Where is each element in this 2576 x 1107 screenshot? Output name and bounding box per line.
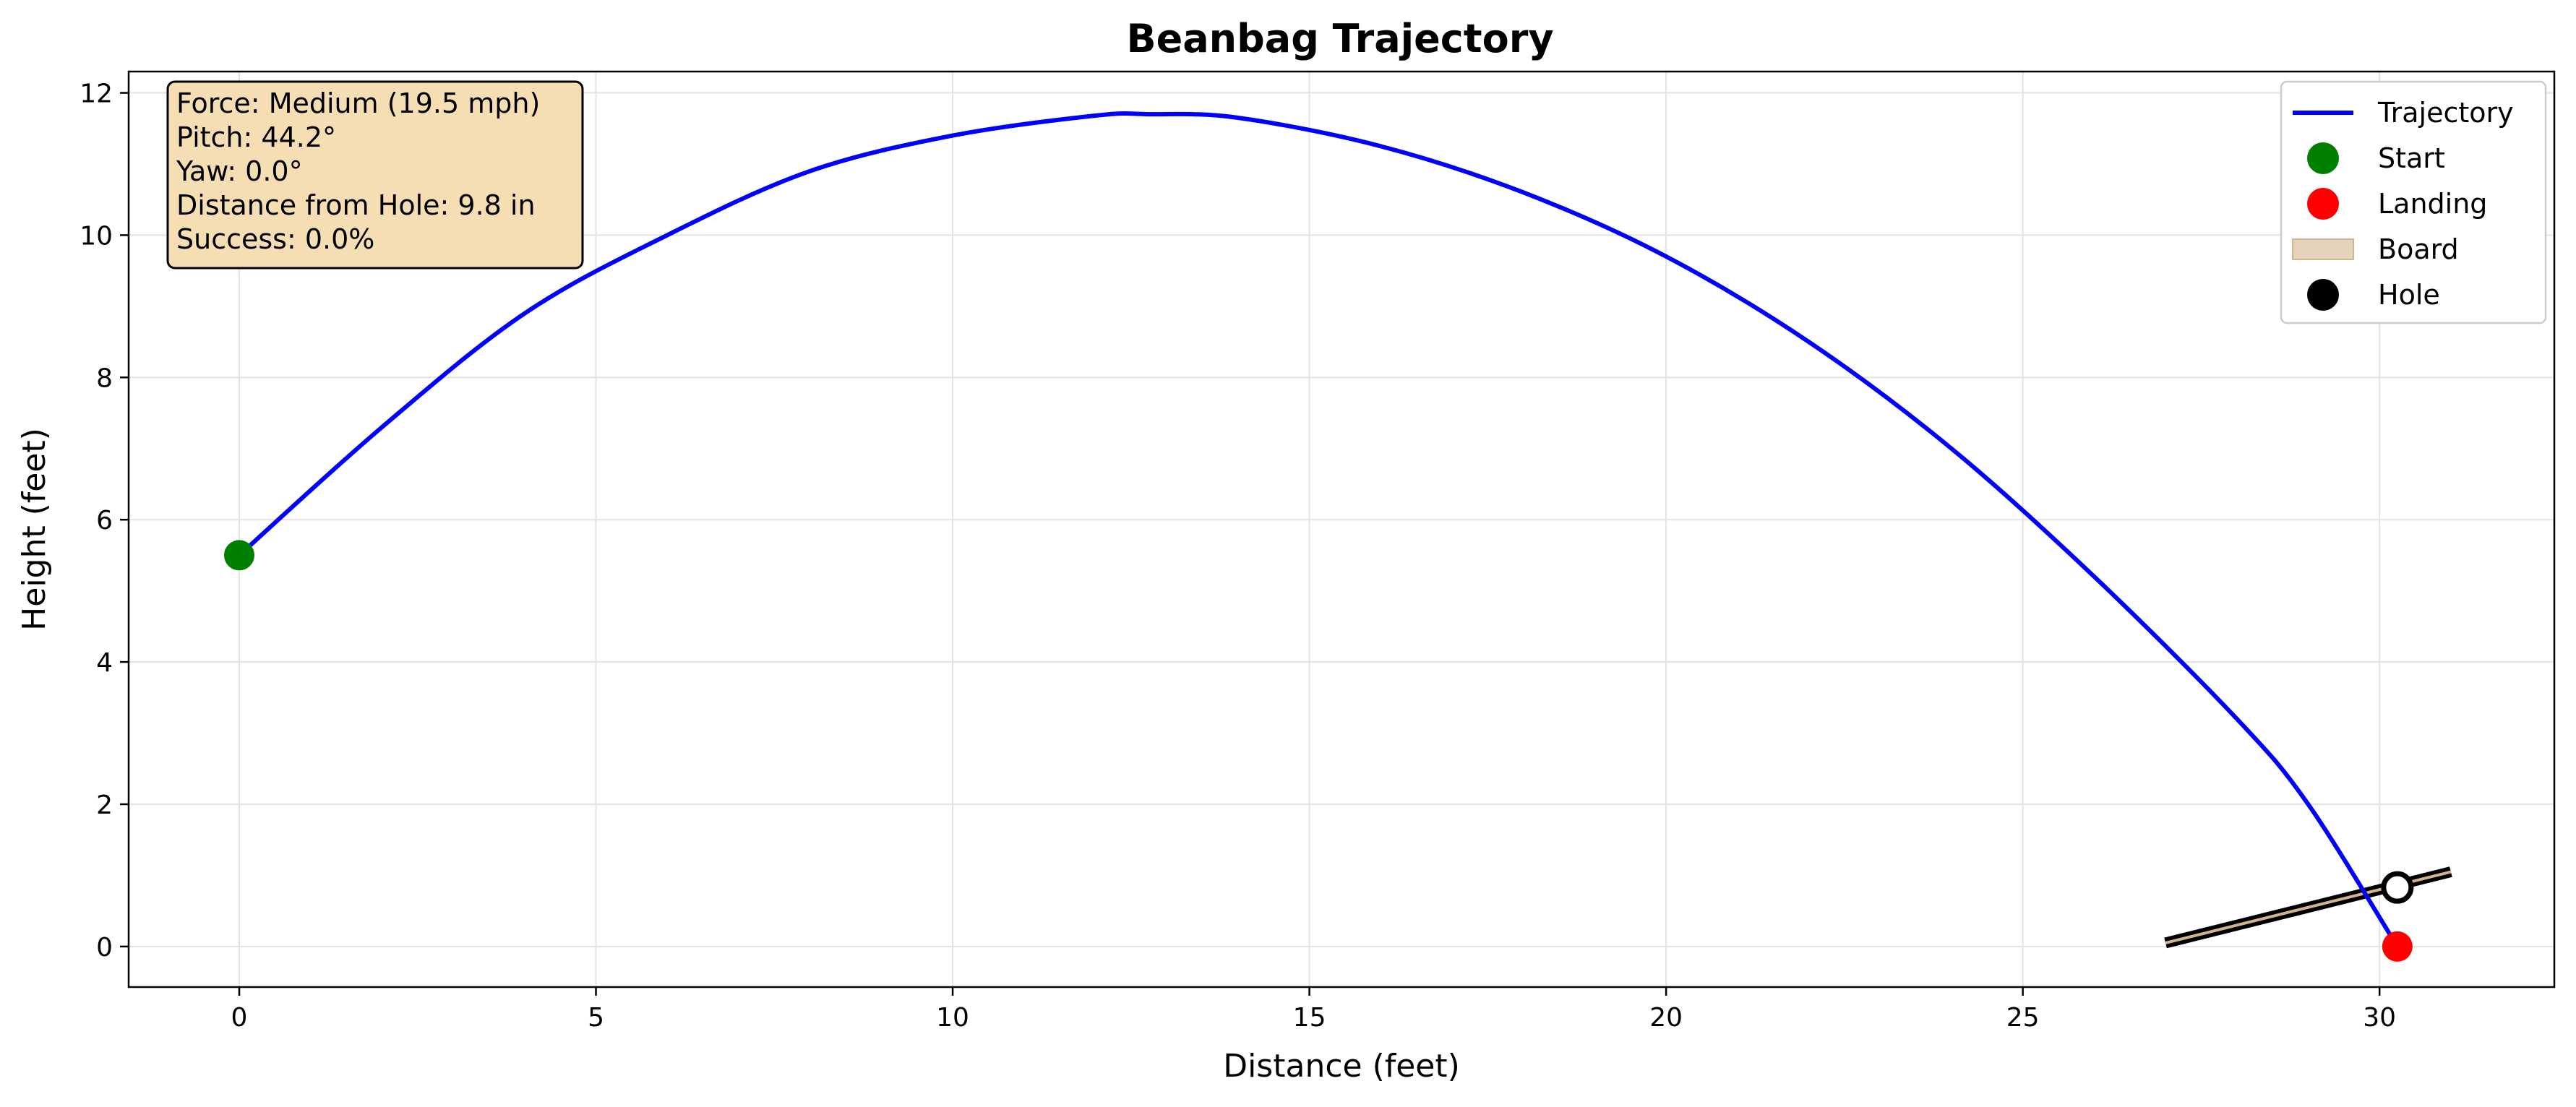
x-tick-label: 15 bbox=[1293, 1003, 1326, 1033]
trajectory-line bbox=[237, 111, 2400, 948]
plot-frame bbox=[127, 70, 2556, 988]
y-tick-label: 10 bbox=[80, 221, 113, 251]
legend-swatch-hole bbox=[2307, 279, 2339, 311]
info-line-yaw: Yaw: 0.0° bbox=[176, 155, 303, 187]
legend-swatch-start bbox=[2307, 142, 2339, 174]
y-tick-label: 12 bbox=[80, 79, 113, 109]
info-line-success: Success: 0.0% bbox=[176, 223, 374, 255]
info-box-background bbox=[166, 80, 584, 270]
series-layer bbox=[237, 111, 2400, 948]
y-tick-label: 4 bbox=[96, 648, 113, 678]
legend-box bbox=[2280, 80, 2547, 324]
x-tick-label: 30 bbox=[2363, 1003, 2396, 1033]
x-tick-label: 20 bbox=[1649, 1003, 1683, 1033]
legend-swatch-landing bbox=[2307, 188, 2339, 220]
x-axis-label: Distance (feet) bbox=[1223, 1048, 1460, 1085]
x-tick-label: 5 bbox=[588, 1003, 604, 1033]
y-tick-label: 2 bbox=[96, 791, 113, 820]
legend-label-landing: Landing bbox=[2378, 188, 2487, 220]
y-tick-label: 6 bbox=[96, 506, 113, 535]
marker-layer bbox=[223, 540, 2414, 962]
x-axis: 0 5 10 15 20 25 30 bbox=[231, 987, 2396, 1033]
x-tick-label: 0 bbox=[231, 1003, 248, 1033]
x-tick-label: 25 bbox=[2006, 1003, 2040, 1033]
legend-label-hole: Hole bbox=[2378, 279, 2440, 311]
info-line-distance: Distance from Hole: 9.8 in bbox=[176, 189, 536, 221]
start-marker bbox=[223, 540, 254, 571]
y-axis: 0 2 4 6 8 10 12 bbox=[80, 79, 129, 962]
y-tick-label: 8 bbox=[96, 363, 113, 393]
info-line-pitch: Pitch: 44.2° bbox=[176, 121, 336, 153]
y-axis-label: Height (feet) bbox=[16, 428, 53, 631]
chart-title: Beanbag Trajectory bbox=[1126, 16, 1553, 61]
y-tick-label: 0 bbox=[96, 933, 113, 962]
landing-marker bbox=[2382, 931, 2413, 962]
info-box: Force: Medium (19.5 mph) Pitch: 44.2° Ya… bbox=[166, 80, 584, 270]
legend-label-trajectory: Trajectory bbox=[2377, 97, 2514, 129]
legend: Trajectory Start Landing Board Hole bbox=[2280, 80, 2547, 324]
legend-label-board: Board bbox=[2378, 233, 2459, 265]
legend-label-start: Start bbox=[2378, 142, 2445, 174]
hole-marker bbox=[2381, 871, 2414, 904]
x-tick-label: 10 bbox=[936, 1003, 969, 1033]
legend-swatch-board bbox=[2292, 238, 2354, 260]
info-line-force: Force: Medium (19.5 mph) bbox=[176, 87, 540, 119]
